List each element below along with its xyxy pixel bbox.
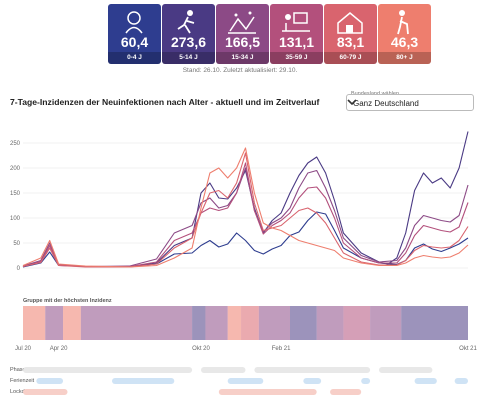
strip-segment — [80, 306, 157, 340]
strip-segment — [316, 306, 344, 340]
update-stand: Stand: 26.10. Zuletzt aktualisiert: 29.1… — [182, 67, 298, 74]
timeline-label-ferien: Ferienzeit — [10, 378, 35, 384]
x-tick-label: Feb 21 — [272, 346, 291, 352]
series-line-60-79-J — [22, 152, 469, 268]
strip-segment — [23, 306, 46, 340]
timeline-label-phasen: Phasen — [10, 367, 29, 373]
series-line-15-34-J — [22, 167, 469, 268]
age-card-1[interactable]: 273,6 5-14 J — [162, 4, 215, 64]
age-card-label: 60-79 J — [324, 52, 377, 64]
strip-segment — [290, 306, 317, 340]
x-tick-label: Okt 20 — [192, 346, 210, 352]
timeline-bar-ferien — [454, 378, 468, 384]
desk-worker-icon — [282, 12, 310, 32]
strip-segment — [241, 306, 259, 340]
timeline-bar-ferien — [227, 378, 264, 384]
chart-title: 7-Tage-Inzidenzen der Neuinfektionen nac… — [10, 97, 320, 107]
timeline-bar-phasen — [201, 367, 246, 373]
series-line-5-14-J — [22, 131, 469, 268]
timeline-bar-ferien — [361, 378, 371, 384]
timeline-bar-ferien — [414, 378, 437, 384]
y-tick-label: 250 — [10, 141, 21, 147]
timeline-bar-phasen — [254, 367, 371, 373]
senior-cane-icon — [397, 10, 409, 35]
y-tick-label: 50 — [13, 241, 20, 247]
strip-segment — [343, 306, 371, 340]
x-tick-label: Apr 20 — [50, 346, 68, 352]
strip-segment — [156, 306, 193, 340]
age-card-label: 0-4 J — [108, 52, 161, 64]
age-card-4[interactable]: 83,1 60-79 J — [324, 4, 377, 64]
timeline-bar-lockdown — [330, 389, 362, 395]
child-running-icon — [177, 10, 195, 34]
y-tick-label: 0 — [17, 266, 21, 272]
age-card-3[interactable]: 131,1 35-59 J — [270, 4, 323, 64]
bundesland-select[interactable]: Ganz Deutschland — [346, 94, 474, 111]
age-card-value: 166,5 — [224, 34, 261, 50]
age-card-label: 5-14 J — [162, 52, 215, 64]
strip-segment — [63, 306, 81, 340]
timeline-bar-phasen — [379, 367, 433, 373]
timeline-bar-lockdown — [23, 389, 68, 395]
strip-segment — [45, 306, 64, 340]
bundesland-value: Ganz Deutschland — [353, 99, 419, 108]
y-tick-label: 200 — [10, 166, 21, 172]
strip-segment — [370, 306, 402, 340]
baby-icon — [125, 11, 143, 34]
age-card-0[interactable]: 60,4 0-4 J — [108, 4, 161, 64]
age-card-2[interactable]: 166,5 15-34 J — [216, 4, 269, 64]
age-card-label: 35-59 J — [270, 52, 323, 64]
house-icon — [337, 12, 363, 34]
age-card-value: 273,6 — [170, 34, 207, 50]
y-tick-label: 100 — [10, 216, 21, 222]
age-card-value: 60,4 — [120, 34, 149, 50]
age-card-value: 131,1 — [278, 34, 315, 50]
x-tick-label: Okt 21 — [459, 346, 477, 352]
age-card-value: 83,1 — [336, 34, 365, 50]
timeline-bar-lockdown — [218, 389, 317, 395]
chevron-down-icon — [347, 99, 357, 106]
strip-segment — [227, 306, 242, 340]
strip-label: Gruppe mit der höchsten Inzidenz — [23, 298, 112, 304]
timeline-bar-ferien — [36, 378, 64, 384]
age-card-label: 15-34 J — [216, 52, 269, 64]
strip-segment — [258, 306, 290, 340]
x-tick-label: Jul 20 — [15, 346, 32, 352]
age-card-value: 46,3 — [390, 34, 419, 50]
timeline-bar-ferien — [112, 378, 175, 384]
age-card-5[interactable]: 46,3 80+ J — [378, 4, 431, 64]
series-line-80-J — [22, 147, 469, 268]
series-line-35-59-J — [22, 162, 469, 268]
strip-segment — [192, 306, 206, 340]
timeline-bar-phasen — [23, 367, 193, 373]
timeline-bar-ferien — [303, 378, 322, 384]
party-icon — [228, 11, 256, 34]
strip-segment — [401, 306, 468, 340]
strip-segment — [205, 306, 228, 340]
y-tick-label: 150 — [10, 191, 21, 197]
age-card-label: 80+ J — [378, 52, 431, 64]
